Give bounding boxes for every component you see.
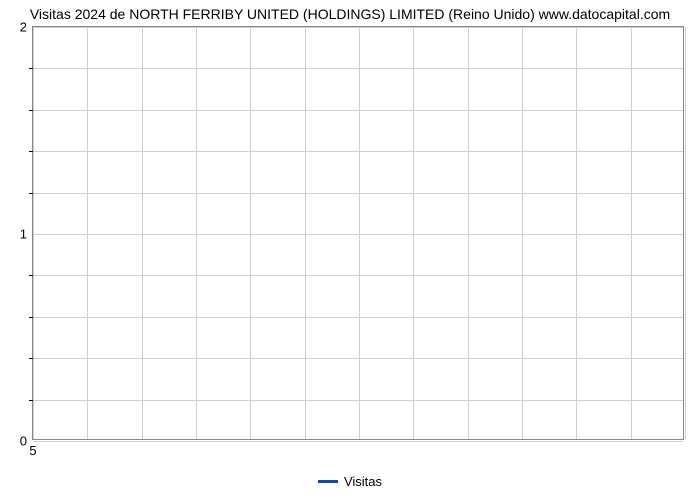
legend-swatch — [318, 480, 338, 483]
y-axis-tick-label: 0 — [20, 434, 27, 449]
plot-area: 0125 — [32, 26, 684, 440]
grid-line-vertical — [413, 27, 414, 439]
grid-line-horizontal — [33, 400, 683, 401]
grid-line-horizontal — [33, 234, 683, 235]
x-axis-tick-label: 5 — [29, 443, 36, 458]
legend: Visitas — [0, 474, 700, 489]
legend-label: Visitas — [344, 474, 382, 489]
grid-line-horizontal — [33, 27, 683, 28]
grid-line-vertical — [142, 27, 143, 439]
grid-line-vertical — [685, 27, 686, 439]
grid-line-vertical — [631, 27, 632, 439]
chart-title: Visitas 2024 de NORTH FERRIBY UNITED (HO… — [0, 6, 700, 22]
grid-line-vertical — [468, 27, 469, 439]
grid-line-vertical — [87, 27, 88, 439]
grid-line-vertical — [250, 27, 251, 439]
chart-container: Visitas 2024 de NORTH FERRIBY UNITED (HO… — [0, 0, 700, 500]
grid-line-horizontal — [33, 275, 683, 276]
grid-line-vertical — [576, 27, 577, 439]
y-axis-tick-label: 1 — [20, 227, 27, 242]
grid-line-vertical — [33, 27, 34, 439]
grid-line-horizontal — [33, 110, 683, 111]
grid-line-vertical — [522, 27, 523, 439]
grid-line-horizontal — [33, 151, 683, 152]
grid-line-horizontal — [33, 358, 683, 359]
grid-line-horizontal — [33, 68, 683, 69]
grid-line-horizontal — [33, 317, 683, 318]
grid-line-vertical — [305, 27, 306, 439]
grid-line-vertical — [359, 27, 360, 439]
y-axis-tick-label: 2 — [20, 20, 27, 35]
grid-line-vertical — [196, 27, 197, 439]
grid-line-horizontal — [33, 193, 683, 194]
grid-line-horizontal — [33, 441, 683, 442]
